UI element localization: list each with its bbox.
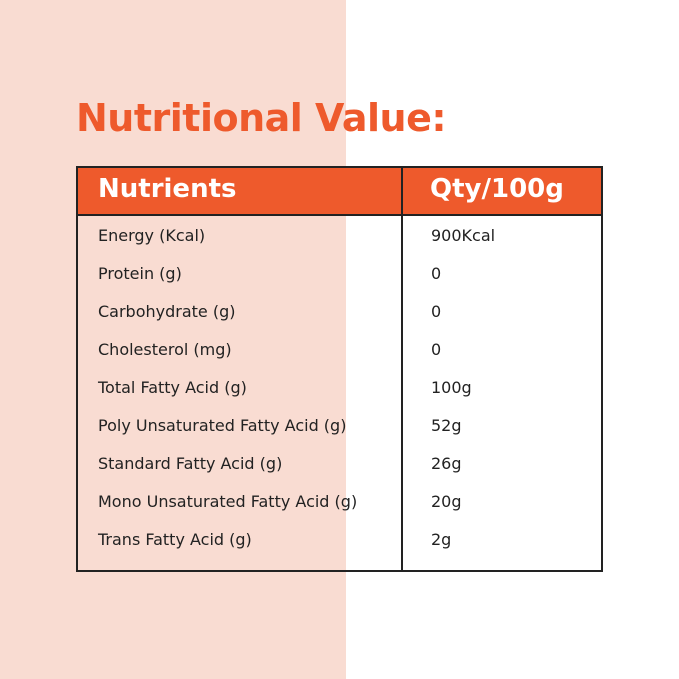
table-cell: 0 (431, 302, 442, 321)
table-cell: 0 (431, 264, 442, 283)
header-cell: Nutrients (98, 174, 237, 204)
table-cell: 2g (431, 530, 452, 549)
table-cell: 0 (431, 340, 442, 359)
table-cell: 900Kcal (431, 226, 496, 245)
table-cell: Protein (g) (98, 264, 182, 283)
nutrition-table: Nutrients Qty/100g Energy (Kcal) 900Kcal P… (76, 166, 603, 572)
table-cell: Total Fatty Acid (g) (98, 378, 247, 397)
title: Nutritional Value: (76, 96, 447, 140)
header-cell: Qty/100g (430, 174, 564, 204)
table-cell: 26g (431, 454, 462, 473)
table-cell: Trans Fatty Acid (g) (98, 530, 252, 549)
table-cell: Cholesterol (mg) (98, 340, 232, 359)
column-divider (401, 168, 403, 570)
table-header: Nutrients Qty/100g (78, 168, 601, 216)
table-cell: Carbohydrate (g) (98, 302, 236, 321)
table-cell: Mono Unsaturated Fatty Acid (g) (98, 492, 358, 511)
table-cell: 52g (431, 416, 462, 435)
table-cell: Standard Fatty Acid (g) (98, 454, 283, 473)
table-cell: 20g (431, 492, 462, 511)
table-cell: Poly Unsaturated Fatty Acid (g) (98, 416, 347, 435)
table-cell: 100g (431, 378, 472, 397)
table-cell: Energy (Kcal) (98, 226, 206, 245)
background-panel (0, 0, 346, 679)
